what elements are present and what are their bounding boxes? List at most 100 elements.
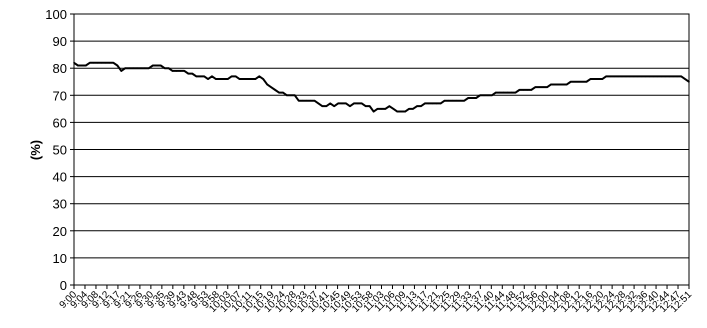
data-point bbox=[108, 61, 111, 64]
data-point bbox=[573, 80, 576, 83]
data-point bbox=[85, 64, 87, 67]
data-point bbox=[546, 86, 548, 88]
data-point bbox=[640, 75, 643, 78]
data-point bbox=[506, 91, 509, 94]
data-point bbox=[518, 89, 521, 91]
data-point bbox=[522, 89, 525, 91]
data-point bbox=[589, 78, 592, 80]
data-point bbox=[116, 64, 119, 67]
data-point bbox=[597, 78, 600, 80]
data-point bbox=[376, 108, 379, 110]
data-point bbox=[530, 89, 533, 91]
data-point bbox=[112, 61, 115, 64]
y-tick-label: 10 bbox=[53, 251, 67, 266]
data-point bbox=[644, 75, 647, 78]
y-axis-ticks: 0 10 20 30 40 50 60 70 80 90 100 bbox=[45, 7, 74, 293]
data-point bbox=[242, 78, 245, 80]
data-point bbox=[183, 70, 186, 72]
data-point bbox=[471, 97, 473, 99]
data-point bbox=[136, 67, 138, 69]
data-point bbox=[416, 105, 418, 107]
data-point bbox=[554, 83, 556, 86]
data-point bbox=[495, 91, 497, 94]
series-group bbox=[73, 61, 690, 113]
data-point bbox=[633, 75, 635, 78]
data-point bbox=[668, 75, 671, 78]
data-point bbox=[262, 78, 265, 80]
data-point bbox=[396, 110, 399, 113]
data-point bbox=[313, 99, 316, 102]
data-point bbox=[266, 83, 268, 86]
data-point bbox=[562, 83, 564, 86]
data-point bbox=[534, 86, 537, 88]
data-point bbox=[286, 94, 288, 97]
series-line bbox=[73, 61, 690, 113]
data-point bbox=[479, 94, 481, 97]
data-point bbox=[404, 110, 406, 113]
data-point bbox=[581, 80, 584, 83]
data-point bbox=[459, 99, 462, 102]
data-point bbox=[77, 64, 79, 67]
data-point bbox=[526, 89, 529, 91]
data-point bbox=[274, 89, 276, 91]
data-point bbox=[439, 102, 442, 105]
data-point bbox=[167, 67, 170, 69]
data-point bbox=[104, 61, 107, 64]
data-point bbox=[577, 80, 580, 83]
data-point bbox=[400, 110, 403, 113]
data-point bbox=[203, 75, 205, 78]
data-point bbox=[380, 108, 383, 110]
data-point bbox=[364, 105, 367, 107]
data-point bbox=[353, 102, 355, 105]
data-point bbox=[621, 75, 623, 78]
data-point bbox=[656, 75, 659, 78]
data-point bbox=[601, 78, 604, 80]
data-point bbox=[455, 99, 458, 102]
data-point bbox=[605, 75, 608, 78]
data-point bbox=[384, 108, 387, 110]
data-point bbox=[408, 108, 410, 110]
data-point bbox=[542, 86, 544, 88]
y-tick-label: 30 bbox=[53, 197, 67, 212]
data-point bbox=[191, 72, 194, 75]
data-point bbox=[234, 75, 237, 78]
y-tick-label: 50 bbox=[53, 143, 67, 158]
data-point bbox=[617, 75, 619, 78]
y-tick-label: 20 bbox=[53, 224, 67, 239]
data-point bbox=[148, 67, 150, 69]
data-point bbox=[207, 78, 209, 80]
data-point bbox=[483, 94, 485, 97]
plot-frame bbox=[73, 13, 690, 286]
data-point bbox=[329, 102, 332, 105]
data-point bbox=[569, 80, 572, 83]
data-point bbox=[92, 61, 95, 64]
data-point bbox=[412, 108, 414, 110]
data-point bbox=[388, 105, 391, 107]
data-point bbox=[360, 102, 363, 105]
data-point bbox=[215, 78, 217, 80]
data-point bbox=[297, 99, 300, 102]
data-point bbox=[684, 78, 686, 80]
data-point bbox=[293, 94, 296, 97]
data-point bbox=[636, 75, 639, 78]
data-point bbox=[349, 105, 351, 107]
data-point bbox=[100, 61, 103, 64]
data-point bbox=[428, 102, 430, 105]
data-point bbox=[270, 86, 272, 88]
data-point bbox=[211, 75, 213, 78]
data-point bbox=[435, 102, 438, 105]
data-point bbox=[219, 78, 221, 80]
data-point bbox=[246, 78, 249, 80]
data-point bbox=[447, 99, 450, 102]
y-tick-label: 80 bbox=[53, 61, 67, 76]
data-point bbox=[144, 67, 146, 69]
data-point bbox=[199, 75, 201, 78]
data-point bbox=[345, 102, 347, 105]
data-point bbox=[317, 102, 320, 105]
data-point bbox=[278, 91, 280, 94]
data-point bbox=[155, 64, 158, 67]
y-axis-label: (%) bbox=[28, 140, 43, 160]
data-point bbox=[290, 94, 292, 97]
data-point bbox=[392, 108, 395, 110]
